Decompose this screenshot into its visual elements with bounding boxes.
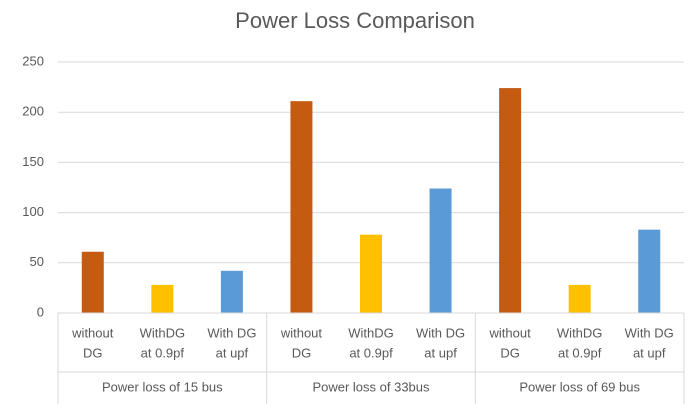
y-tick-label: 100 <box>22 204 44 219</box>
y-tick-label: 250 <box>22 53 44 68</box>
group-label: Power loss of 15 bus <box>102 379 223 394</box>
bar <box>568 284 591 313</box>
x-tick-label: without <box>280 325 323 340</box>
x-tick-label: WithDG <box>557 325 603 340</box>
x-tick-label: without <box>71 325 114 340</box>
y-tick-label: 0 <box>37 304 44 319</box>
x-tick-label: With DG <box>207 325 256 340</box>
bar <box>220 270 243 313</box>
x-tick-label: WithDG <box>348 325 394 340</box>
bar <box>360 234 382 313</box>
bar <box>290 101 313 313</box>
x-tick-label: DG <box>292 345 312 360</box>
x-tick-label: at 0.9pf <box>558 345 602 360</box>
chart-title: Power Loss Comparison <box>235 8 475 33</box>
group-label: Power loss of 69 bus <box>519 379 640 394</box>
bar <box>151 284 174 313</box>
x-tick-label: at 0.9pf <box>141 345 185 360</box>
x-tick-label: at 0.9pf <box>349 345 393 360</box>
x-tick-label: DG <box>83 345 103 360</box>
x-tick-label: With DG <box>416 325 465 340</box>
bar <box>638 229 661 313</box>
x-tick-label: DG <box>500 345 520 360</box>
bar <box>429 188 452 313</box>
y-tick-label: 50 <box>30 254 44 269</box>
x-tick-label: at upf <box>216 345 249 360</box>
bar <box>81 251 104 313</box>
x-tick-label: at upf <box>633 345 666 360</box>
x-tick-label: WithDG <box>140 325 186 340</box>
y-tick-label: 200 <box>22 104 44 119</box>
x-tick-label: With DG <box>625 325 674 340</box>
x-tick-label: without <box>489 325 532 340</box>
bar <box>499 88 522 313</box>
group-label: Power loss of 33bus <box>312 379 430 394</box>
x-tick-label: at upf <box>424 345 457 360</box>
y-tick-label: 150 <box>22 154 44 169</box>
